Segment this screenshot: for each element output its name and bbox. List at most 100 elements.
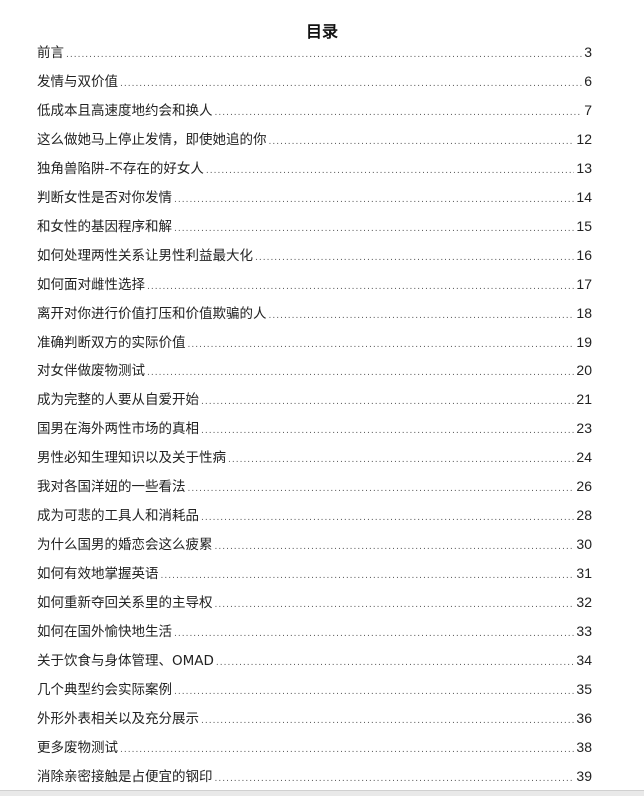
toc-entry-page: 36 [576, 709, 592, 726]
dot-leader [201, 710, 574, 732]
toc-entry-page: 24 [576, 449, 592, 466]
toc-entry-title: 发情与双价值 [37, 73, 118, 90]
toc-entry[interactable]: 如何面对雌性选择 17 [37, 273, 592, 302]
toc-entry-title: 成为完整的人要从自爱开始 [37, 392, 199, 409]
dot-leader [269, 131, 575, 153]
dot-leader [206, 160, 575, 182]
toc-entry[interactable]: 外形外表相关以及充分展示 36 [37, 707, 592, 736]
toc-entry-title: 低成本且高速度地约会和换人 [37, 102, 213, 119]
toc-entry[interactable]: 前言 3 [37, 41, 592, 70]
toc-entry-title: 为什么国男的婚恋会这么疲累 [37, 537, 213, 554]
toc-entry[interactable]: 判断女性是否对你发情 14 [37, 186, 592, 215]
dot-leader [188, 334, 575, 356]
toc-entry[interactable]: 成为可悲的工具人和消耗品 28 [37, 504, 592, 533]
toc-entry-title: 男性必知生理知识以及关于性病 [37, 450, 226, 467]
toc-entry-page: 13 [576, 159, 592, 176]
page-bottom-edge [0, 790, 644, 796]
toc-entry-page: 17 [576, 275, 592, 292]
dot-leader [66, 44, 582, 66]
toc-entry-page: 39 [576, 767, 592, 784]
toc-entry-title: 如何重新夺回关系里的主导权 [37, 595, 213, 612]
toc-entry[interactable]: 男性必知生理知识以及关于性病 24 [37, 446, 592, 475]
toc-entry[interactable]: 发情与双价值 6 [37, 70, 592, 99]
toc-entry-title: 前言 [37, 45, 64, 61]
toc-entry[interactable]: 如何有效地掌握英语 31 [37, 562, 592, 591]
toc-entry-title: 如何处理两性关系让男性利益最大化 [37, 247, 253, 264]
toc-entry-page: 35 [576, 680, 592, 697]
toc-entry-title: 几个典型约会实际案例 [37, 681, 172, 698]
toc-entry-title: 成为可悲的工具人和消耗品 [37, 508, 199, 525]
dot-leader [174, 623, 574, 645]
dot-leader [215, 594, 575, 616]
toc-list: 前言 3 发情与双价值 6 低成本且高速度地约会和换人 7 这么做她马上停止发情，即使她追的… [37, 41, 592, 794]
dot-leader [174, 681, 574, 703]
toc-entry-page: 18 [576, 304, 592, 321]
toc-entry-page: 32 [576, 594, 592, 611]
toc-entry-title: 判断女性是否对你发情 [37, 189, 172, 206]
dot-leader [216, 652, 575, 674]
dot-leader [228, 449, 574, 471]
toc-entry-page: 34 [576, 652, 592, 669]
toc-entry[interactable]: 如何处理两性关系让男性利益最大化 16 [37, 244, 592, 273]
toc-entry[interactable]: 国男在海外两性市场的真相 23 [37, 417, 592, 446]
toc-entry-page: 6 [584, 72, 592, 89]
toc-entry-page: 26 [576, 478, 592, 495]
toc-entry-title: 对女伴做废物测试 [37, 363, 145, 380]
toc-entry-title: 离开对你进行价值打压和价值欺骗的人 [37, 305, 267, 322]
toc-entry-page: 3 [584, 44, 592, 60]
toc-entry[interactable]: 更多废物测试 38 [37, 736, 592, 765]
toc-entry[interactable]: 低成本且高速度地约会和换人 7 [37, 99, 592, 128]
toc-entry-page: 30 [576, 536, 592, 553]
toc-entry-page: 16 [576, 246, 592, 263]
dot-leader [120, 73, 582, 95]
dot-leader [201, 420, 574, 442]
toc-entry[interactable]: 准确判断双方的实际价值 19 [37, 331, 592, 360]
dot-leader [201, 391, 574, 413]
toc-entry[interactable]: 离开对你进行价值打压和价值欺骗的人 18 [37, 302, 592, 331]
toc-entry[interactable]: 如何在国外愉快地生活 33 [37, 620, 592, 649]
toc-entry[interactable]: 成为完整的人要从自爱开始 21 [37, 388, 592, 417]
toc-entry-title: 国男在海外两性市场的真相 [37, 421, 199, 438]
dot-leader [174, 218, 574, 240]
toc-entry[interactable]: 关于饮食与身体管理、OMAD 34 [37, 649, 592, 678]
toc-title: 目录 [305, 22, 338, 41]
toc-entry[interactable]: 几个典型约会实际案例 35 [37, 678, 592, 707]
toc-entry[interactable]: 对女伴做废物测试 20 [37, 359, 592, 388]
toc-entry-title: 更多废物测试 [37, 739, 118, 756]
toc-entry-page: 15 [576, 217, 592, 234]
toc-entry-page: 19 [576, 333, 592, 350]
toc-entry[interactable]: 独角兽陷阱-不存在的好女人 13 [37, 157, 592, 186]
dot-leader [215, 536, 575, 558]
toc-entry-page: 21 [576, 391, 592, 408]
dot-leader [269, 305, 575, 327]
toc-entry-title: 消除亲密接触是占便宜的钢印 [37, 768, 213, 785]
toc-entry-title: 关于饮食与身体管理、OMAD [37, 653, 214, 670]
dot-leader [120, 739, 574, 761]
toc-entry-page: 28 [576, 507, 592, 524]
toc-entry-page: 38 [576, 738, 592, 755]
toc-entry-title: 和女性的基因程序和解 [37, 218, 172, 235]
toc-entry[interactable]: 消除亲密接触是占便宜的钢印 39 [37, 765, 592, 794]
toc-entry[interactable]: 我对各国洋妞的一些看法 26 [37, 475, 592, 504]
toc-entry-title: 如何在国外愉快地生活 [37, 624, 172, 641]
toc-entry-page: 23 [576, 420, 592, 437]
toc-entry-title: 独角兽陷阱-不存在的好女人 [37, 160, 204, 177]
toc-entry-title: 这么做她马上停止发情，即使她追的你 [37, 131, 267, 148]
toc-entry-page: 20 [576, 362, 592, 379]
dot-leader [215, 102, 583, 124]
dot-leader [201, 507, 574, 529]
toc-entry-page: 33 [576, 623, 592, 640]
toc-entry-page: 12 [576, 130, 592, 147]
dot-leader [255, 247, 574, 269]
toc-entry[interactable]: 这么做她马上停止发情，即使她追的你 12 [37, 128, 592, 157]
toc-entry[interactable]: 为什么国男的婚恋会这么疲累 30 [37, 533, 592, 562]
dot-leader [188, 478, 575, 500]
toc-entry[interactable]: 如何重新夺回关系里的主导权 32 [37, 591, 592, 620]
toc-entry-page: 7 [584, 101, 592, 118]
toc-entry-title: 我对各国洋妞的一些看法 [37, 479, 186, 496]
toc-entry-title: 外形外表相关以及充分展示 [37, 710, 199, 727]
toc-entry-page: 14 [576, 188, 592, 205]
dot-leader [215, 768, 575, 790]
toc-entry-title: 准确判断双方的实际价值 [37, 334, 186, 351]
toc-entry[interactable]: 和女性的基因程序和解 15 [37, 215, 592, 244]
